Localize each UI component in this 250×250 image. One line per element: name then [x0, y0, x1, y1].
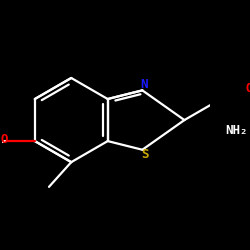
- Text: N: N: [140, 78, 147, 91]
- Text: S: S: [141, 148, 148, 161]
- Text: O: O: [245, 82, 250, 95]
- Text: O: O: [0, 132, 8, 145]
- Text: NH₂: NH₂: [225, 124, 247, 137]
